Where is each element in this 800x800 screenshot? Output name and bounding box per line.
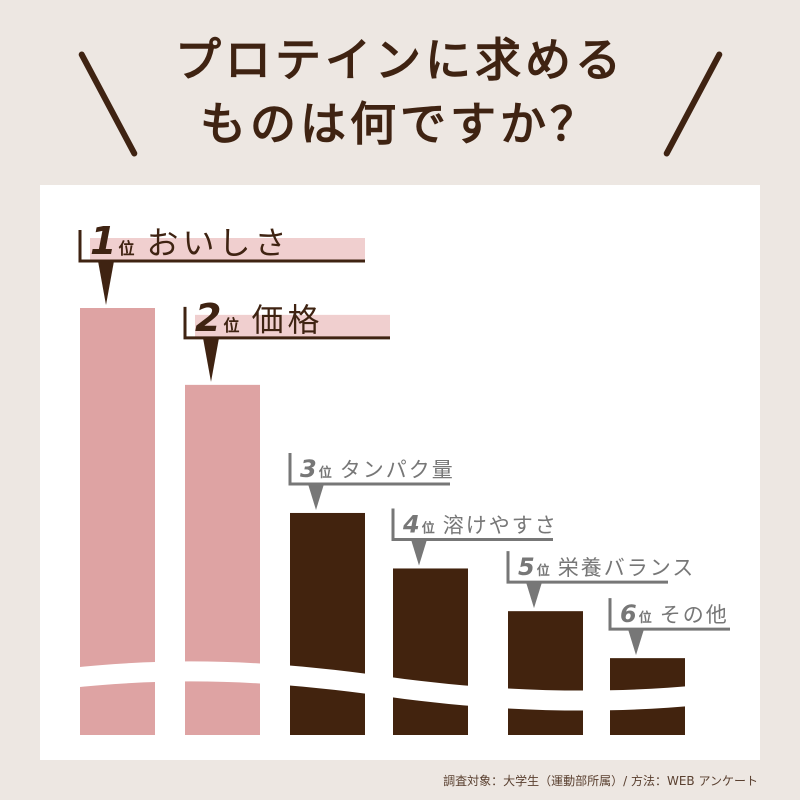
bar-group-rank-1: 1 位おいしさ [78, 219, 365, 735]
category-label: 価格 [251, 301, 323, 339]
rank-suffix: 位 [537, 563, 550, 579]
chart-panel: 1 位おいしさ 2 位価格 3 位タンパク量 4 位溶けやすさ 5 位栄養バランス 6 位その他 [40, 185, 760, 760]
axis-break-band [70, 661, 700, 711]
callout-line [78, 230, 365, 263]
bar [508, 611, 583, 735]
category-label: 栄養バランス [558, 556, 696, 580]
category-label: その他 [660, 603, 729, 627]
rank-number: 6 [620, 600, 637, 628]
callout-pointer [308, 483, 324, 510]
callout-pointer [98, 261, 114, 305]
bar-group-rank-5: 5 位栄養バランス [506, 551, 695, 735]
rank-number: 2 [195, 296, 221, 340]
rank-suffix: 位 [422, 520, 435, 536]
page-title: プロテインに求める ものは何ですか？ [0, 28, 800, 156]
rank-suffix: 位 [319, 465, 332, 481]
rank-label: 6 位その他 [620, 600, 729, 628]
callout-pointer [203, 337, 219, 382]
callout-line [608, 598, 730, 631]
ranking-bar-chart: 1 位おいしさ2 位価格3 位タンパク量4 位溶けやすさ5 位栄養バランス6 位その他 [70, 219, 730, 735]
category-label: おいしさ [146, 224, 290, 262]
rank-label: 3 位タンパク量 [300, 455, 455, 483]
callout-pointer [411, 539, 427, 566]
callout-pointer [628, 629, 644, 656]
bar [290, 512, 365, 735]
rank-label: 5 位栄養バランス [518, 553, 695, 581]
bar [393, 568, 468, 735]
rank-number: 5 [518, 553, 535, 581]
rank-number: 1 [90, 219, 116, 263]
callout-pointer [526, 582, 542, 609]
bar-group-rank-3: 3 位タンパク量 [288, 452, 455, 735]
rank-suffix: 位 [639, 610, 652, 626]
title-line-2: ものは何ですか？ [200, 97, 600, 151]
label-highlight [195, 314, 390, 337]
rank-number: 3 [300, 455, 317, 483]
rank-label: 2 位価格 [195, 296, 323, 340]
label-highlight [90, 238, 365, 260]
callout-line [183, 306, 390, 340]
callout-line [288, 452, 450, 486]
rank-label: 1 位おいしさ [90, 219, 290, 263]
callout-line [391, 508, 553, 541]
rank-label: 4 位溶けやすさ [402, 510, 558, 538]
rank-number: 4 [402, 510, 420, 538]
category-label: 溶けやすさ [443, 513, 558, 537]
rank-suffix: 位 [118, 239, 134, 258]
callout-line [506, 551, 668, 584]
survey-footnote: 調査対象：大学生（運動部所属）/ 方法：WEB アンケート [443, 774, 758, 788]
rank-suffix: 位 [223, 316, 239, 335]
title-line-1: プロテインに求める [175, 33, 625, 87]
category-label: タンパク量 [340, 458, 455, 482]
bar-group-rank-4: 4 位溶けやすさ [391, 508, 558, 735]
bar-group-rank-6: 6 位その他 [608, 598, 730, 735]
